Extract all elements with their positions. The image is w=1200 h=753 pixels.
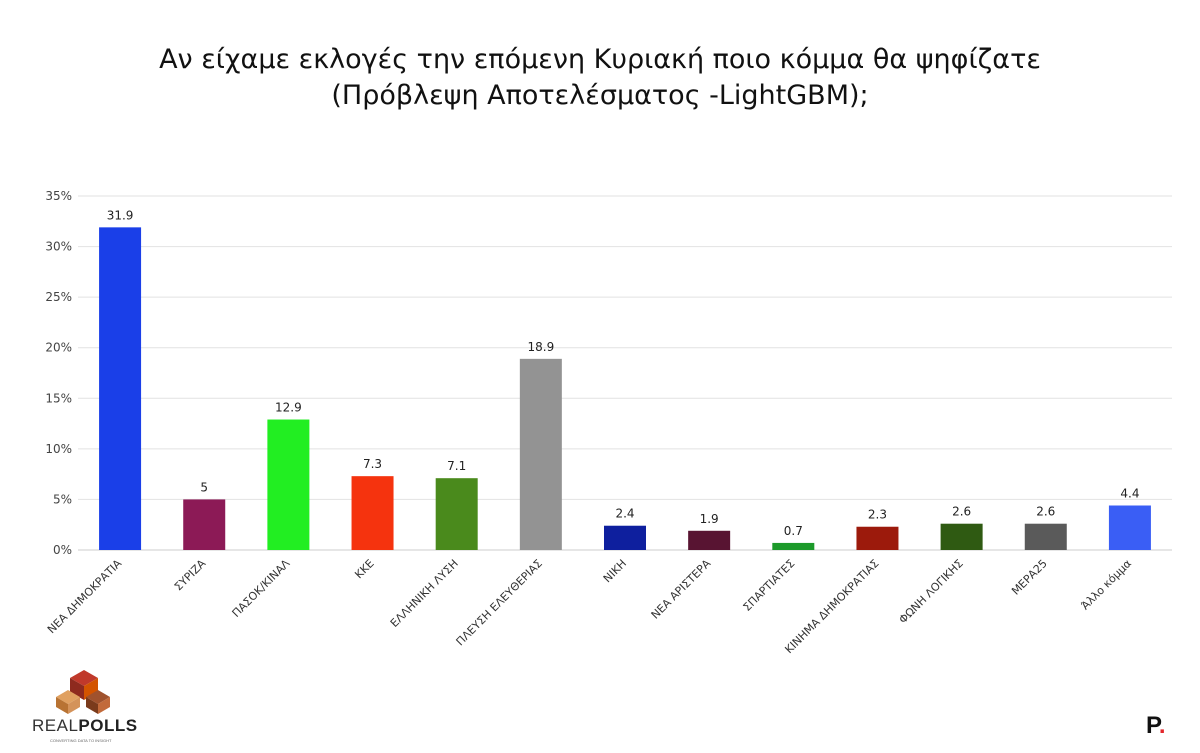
x-tick-label: ΚΙΝΗΜΑ ΔΗΜΟΚΡΑΤΙΑΣ — [782, 557, 881, 656]
y-tick-label: 20% — [45, 341, 72, 355]
bar — [519, 358, 562, 550]
publisher-mark-dot: . — [1158, 712, 1166, 739]
bar — [772, 542, 815, 550]
bar — [435, 478, 478, 550]
x-tick-label: ΜΕΡΑ25 — [1009, 557, 1050, 598]
bar — [1024, 523, 1067, 550]
bar — [1108, 505, 1151, 550]
y-tick-label: 15% — [45, 391, 72, 405]
data-label: 4.4 — [1120, 486, 1139, 500]
data-label: 12.9 — [275, 401, 302, 415]
chart-title-line-2: (Πρόβλεψη Αποτελέσματος -LightGBM); — [331, 80, 869, 111]
bar — [604, 525, 646, 550]
publisher-mark-letter: P — [1146, 712, 1159, 739]
x-tick-label: ΚΚΕ — [352, 557, 376, 581]
y-tick-label: 30% — [45, 240, 72, 254]
data-label: 7.3 — [363, 457, 382, 471]
y-tick-label: 0% — [53, 543, 72, 557]
data-label: 2.4 — [615, 507, 634, 521]
bar — [267, 419, 310, 550]
realpolls-wordmark: REALPOLLS — [32, 716, 142, 736]
bar — [99, 227, 142, 550]
y-axis-ticks: 0% 5% 10% 15% 20% 25% 30% 35% — [45, 189, 72, 557]
data-label: 2.6 — [1036, 505, 1055, 519]
y-tick-label: 10% — [45, 442, 72, 456]
x-tick-label: ΠΛΕΥΣΗ ΕΛΕΥΘΕΡΙΑΣ — [454, 557, 545, 648]
gridlines — [78, 195, 1172, 551]
data-label: 31.9 — [107, 208, 134, 222]
data-label: 0.7 — [784, 524, 803, 538]
realpolls-wordmark-real: REAL — [32, 716, 79, 735]
x-tick-label: ΠΑΣΟΚ/ΚΙΝΑΛ — [230, 557, 293, 620]
data-label: 18.9 — [527, 340, 554, 354]
publisher-mark: P. — [1146, 712, 1166, 740]
data-label: 1.9 — [700, 512, 719, 526]
bar — [856, 526, 899, 550]
bar — [183, 499, 226, 550]
realpolls-wordmark-polls: POLLS — [78, 716, 138, 735]
x-tick-label: ΝΙΚΗ — [601, 557, 629, 585]
data-label: 7.1 — [447, 459, 466, 473]
y-tick-label: 25% — [45, 290, 72, 304]
x-tick-label: ΕΛΛΗΝΙΚΗ ΛΥΣΗ — [388, 557, 461, 630]
data-labels: 31.9 5 12.9 7.3 7.1 18.9 2.4 1.9 0.7 2.3 2.6 2.6 4.4 — [107, 208, 1140, 538]
realpolls-tagline: CONVERTING DATA TO INSIGHT — [50, 738, 112, 743]
x-tick-label: Άλλο κόμμα — [1079, 557, 1134, 612]
x-tick-label: ΦΩΝΗ ΛΟΓΙΚΗΣ — [896, 557, 965, 626]
data-label: 2.3 — [868, 508, 887, 522]
bars — [99, 227, 1151, 550]
bar — [688, 530, 731, 550]
chart-title-line-1: Αν είχαμε εκλογές την επόμενη Κυριακή πο… — [159, 44, 1041, 75]
x-tick-label: ΣΥΡΙΖΑ — [172, 557, 209, 594]
x-tick-label: ΣΠΑΡΤΙΑΤΕΣ — [741, 557, 798, 614]
y-tick-label: 35% — [45, 189, 72, 203]
y-tick-label: 5% — [53, 492, 72, 506]
bar — [351, 476, 394, 550]
x-tick-label: ΝΕΑ ΔΗΜΟΚΡΑΤΙΑ — [45, 557, 125, 637]
realpolls-cube-icon — [56, 670, 110, 714]
bar — [940, 523, 983, 550]
x-axis-ticks: ΝΕΑ ΔΗΜΟΚΡΑΤΙΑ ΣΥΡΙΖΑ ΠΑΣΟΚ/ΚΙΝΑΛ ΚΚΕ ΕΛΛΗΝΙ… — [45, 557, 1134, 656]
data-label: 5 — [200, 480, 208, 494]
x-tick-label: ΝΕΑ ΑΡΙΣΤΕΡΑ — [649, 557, 714, 622]
realpolls-logo: REALPOLLS CONVERTING DATA TO INSIGHT — [32, 668, 142, 746]
chart-title: Αν είχαμε εκλογές την επόμενη Κυριακή πο… — [0, 42, 1200, 114]
data-label: 2.6 — [952, 505, 971, 519]
